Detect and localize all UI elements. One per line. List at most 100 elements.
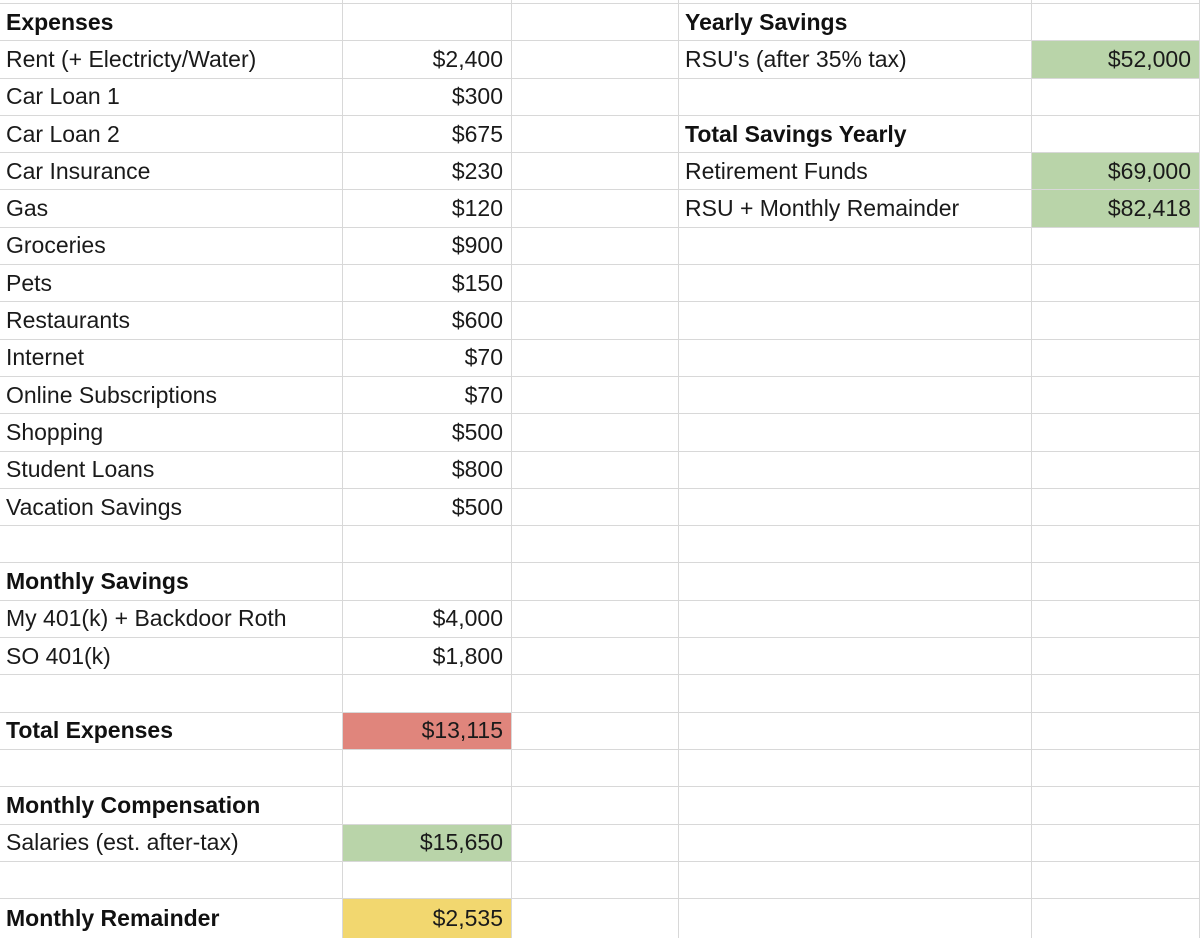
cell-d12[interactable] — [679, 414, 1032, 452]
cell-a14[interactable]: Vacation Savings — [0, 488, 343, 527]
cell-a18[interactable]: SO 401(k) — [0, 638, 343, 676]
cell-e11[interactable] — [1032, 376, 1200, 415]
cell-b18[interactable]: $1,800 — [343, 638, 512, 676]
cell-b23[interactable]: $15,650 — [343, 824, 512, 862]
cell-b5[interactable]: $230 — [343, 153, 512, 191]
cell-b6[interactable]: $120 — [343, 190, 512, 228]
cell-d24[interactable] — [679, 861, 1032, 900]
cell-d6[interactable]: RSU + Monthly Remainder — [679, 190, 1032, 228]
cell-e6[interactable]: $82,418 — [1032, 190, 1200, 228]
cell-e19[interactable] — [1032, 675, 1200, 713]
cell-e1[interactable] — [1032, 4, 1200, 42]
cell-e12[interactable] — [1032, 414, 1200, 452]
cell-b0[interactable] — [343, 0, 512, 4]
cell-a12[interactable]: Shopping — [0, 414, 343, 452]
cell-d3[interactable] — [679, 78, 1032, 116]
cell-a25[interactable]: Monthly Remainder — [0, 899, 343, 938]
cell-a6[interactable]: Gas — [0, 190, 343, 228]
cell-b21[interactable] — [343, 749, 512, 788]
cell-b8[interactable]: $150 — [343, 265, 512, 303]
cell-b1[interactable] — [343, 4, 512, 42]
cell-e15[interactable] — [1032, 526, 1200, 564]
cell-b20[interactable]: $13,115 — [343, 712, 512, 750]
cell-a9[interactable]: Restaurants — [0, 302, 343, 340]
cell-b10[interactable]: $70 — [343, 339, 512, 377]
cell-c23[interactable] — [512, 824, 679, 862]
cell-c13[interactable] — [512, 451, 679, 489]
cell-a21[interactable] — [0, 749, 343, 788]
cell-d2[interactable]: RSU's (after 35% tax) — [679, 41, 1032, 79]
cell-d9[interactable] — [679, 302, 1032, 340]
cell-e20[interactable] — [1032, 712, 1200, 750]
cell-e13[interactable] — [1032, 451, 1200, 489]
cell-a2[interactable]: Rent (+ Electricty/Water) — [0, 41, 343, 79]
cell-b15[interactable] — [343, 526, 512, 564]
cell-d14[interactable] — [679, 488, 1032, 527]
cell-e3[interactable] — [1032, 78, 1200, 116]
cell-b25[interactable]: $2,535 — [343, 899, 512, 938]
cell-a20[interactable]: Total Expenses — [0, 712, 343, 750]
cell-c5[interactable] — [512, 153, 679, 191]
cell-c11[interactable] — [512, 376, 679, 415]
cell-c10[interactable] — [512, 339, 679, 377]
cell-d5[interactable]: Retirement Funds — [679, 153, 1032, 191]
cell-e18[interactable] — [1032, 638, 1200, 676]
cell-c0[interactable] — [512, 0, 679, 4]
cell-a5[interactable]: Car Insurance — [0, 153, 343, 191]
cell-e9[interactable] — [1032, 302, 1200, 340]
cell-a3[interactable]: Car Loan 1 — [0, 78, 343, 116]
cell-e4[interactable] — [1032, 115, 1200, 154]
cell-a24[interactable] — [0, 861, 343, 900]
cell-a13[interactable]: Student Loans — [0, 451, 343, 489]
cell-b7[interactable]: $900 — [343, 227, 512, 266]
cell-a10[interactable]: Internet — [0, 339, 343, 377]
cell-e10[interactable] — [1032, 339, 1200, 377]
cell-d8[interactable] — [679, 265, 1032, 303]
cell-b11[interactable]: $70 — [343, 376, 512, 415]
cell-d16[interactable] — [679, 563, 1032, 601]
cell-d19[interactable] — [679, 675, 1032, 713]
cell-e2[interactable]: $52,000 — [1032, 41, 1200, 79]
cell-d11[interactable] — [679, 376, 1032, 415]
cell-c22[interactable] — [512, 787, 679, 825]
cell-d25[interactable] — [679, 899, 1032, 938]
cell-d1[interactable]: Yearly Savings — [679, 4, 1032, 42]
cell-c15[interactable] — [512, 526, 679, 564]
cell-c16[interactable] — [512, 563, 679, 601]
cell-a23[interactable]: Salaries (est. after-tax) — [0, 824, 343, 862]
cell-d10[interactable] — [679, 339, 1032, 377]
cell-a22[interactable]: Monthly Compensation — [0, 787, 343, 825]
cell-a11[interactable]: Online Subscriptions — [0, 376, 343, 415]
cell-a19[interactable] — [0, 675, 343, 713]
cell-c4[interactable] — [512, 115, 679, 154]
cell-d20[interactable] — [679, 712, 1032, 750]
cell-c12[interactable] — [512, 414, 679, 452]
cell-c19[interactable] — [512, 675, 679, 713]
cell-d7[interactable] — [679, 227, 1032, 266]
cell-d17[interactable] — [679, 600, 1032, 639]
cell-b12[interactable]: $500 — [343, 414, 512, 452]
cell-c2[interactable] — [512, 41, 679, 79]
cell-b13[interactable]: $800 — [343, 451, 512, 489]
cell-d0[interactable] — [679, 0, 1032, 4]
cell-c24[interactable] — [512, 861, 679, 900]
cell-c7[interactable] — [512, 227, 679, 266]
cell-d13[interactable] — [679, 451, 1032, 489]
cell-a4[interactable]: Car Loan 2 — [0, 115, 343, 154]
cell-a8[interactable]: Pets — [0, 265, 343, 303]
cell-a0[interactable] — [0, 0, 343, 4]
cell-e21[interactable] — [1032, 749, 1200, 788]
cell-c8[interactable] — [512, 265, 679, 303]
cell-d21[interactable] — [679, 749, 1032, 788]
cell-a15[interactable] — [0, 526, 343, 564]
cell-b22[interactable] — [343, 787, 512, 825]
cell-d4[interactable]: Total Savings Yearly — [679, 115, 1032, 154]
cell-a7[interactable]: Groceries — [0, 227, 343, 266]
cell-e7[interactable] — [1032, 227, 1200, 266]
cell-e16[interactable] — [1032, 563, 1200, 601]
cell-b4[interactable]: $675 — [343, 115, 512, 154]
cell-e8[interactable] — [1032, 265, 1200, 303]
cell-c14[interactable] — [512, 488, 679, 527]
cell-a16[interactable]: Monthly Savings — [0, 563, 343, 601]
cell-c1[interactable] — [512, 4, 679, 42]
